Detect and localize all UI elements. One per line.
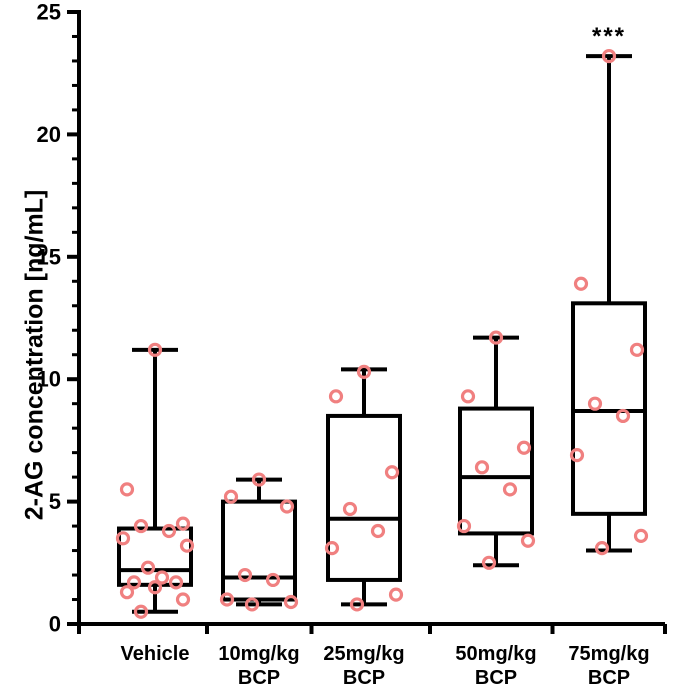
data-point [119, 585, 135, 600]
data-point [488, 330, 504, 345]
data-point [356, 364, 372, 379]
y-tick-label: 10 [37, 367, 61, 392]
data-point [133, 518, 149, 534]
data-point [244, 597, 260, 612]
y-tick-label: 5 [49, 489, 61, 514]
y-tick-label: 25 [37, 0, 61, 25]
x-category-label: BCP [588, 667, 630, 687]
data-point [115, 531, 131, 546]
x-category-label: 10mg/kg [218, 643, 299, 665]
data-point [516, 440, 532, 455]
x-category-label: 25mg/kg [323, 643, 404, 665]
box-series: *** [115, 23, 649, 619]
data-point [161, 523, 177, 539]
data-point [119, 482, 135, 497]
box-group [219, 472, 299, 612]
data-point [251, 472, 267, 487]
data-point [265, 572, 281, 588]
x-category-label: BCP [475, 667, 517, 687]
data-point [179, 538, 195, 553]
y-tick-label: 20 [37, 122, 61, 147]
y-axis-title: 2-AG concentration [ng/mL] [21, 190, 49, 521]
data-point [633, 528, 649, 543]
data-point [168, 575, 184, 590]
data-point [342, 501, 358, 517]
data-point [349, 597, 365, 612]
y-tick-label: 0 [49, 612, 61, 637]
box-group [115, 342, 195, 619]
x-category-label: 50mg/kg [455, 643, 536, 665]
x-category-label: BCP [343, 667, 385, 687]
significance-marker: *** [592, 23, 626, 50]
y-tick-label: 15 [37, 244, 61, 269]
box-group [456, 330, 536, 570]
data-point [283, 594, 299, 610]
data-point [481, 555, 497, 570]
data-point [223, 489, 239, 504]
data-point [328, 389, 344, 404]
data-point [474, 460, 490, 475]
data-point [615, 408, 631, 424]
data-point [520, 533, 536, 548]
data-point [175, 592, 191, 607]
data-point [279, 499, 295, 514]
iqr-box [458, 406, 534, 536]
data-point [147, 580, 163, 595]
data-point [502, 482, 518, 497]
data-point [237, 567, 253, 583]
data-point [388, 587, 404, 602]
data-point [460, 389, 476, 404]
data-point [569, 447, 585, 463]
data-point [370, 523, 386, 539]
iqr-box [221, 499, 297, 602]
x-category-label: Vehicle [121, 643, 190, 665]
data-point [126, 575, 142, 590]
data-point [587, 396, 603, 411]
data-point [140, 560, 156, 575]
box-group: *** [569, 23, 649, 556]
iqr-box [326, 413, 402, 582]
data-point [154, 570, 170, 585]
axes: 0 5 10 15 20 25 [37, 0, 667, 637]
data-point [594, 541, 610, 556]
x-category-label: BCP [238, 667, 280, 687]
data-point [133, 604, 149, 619]
x-axis-labels: Vehicle 10mg/kgBCP25mg/kgBCP50mg/kgBCP75m… [121, 643, 650, 687]
data-point [175, 516, 191, 531]
data-point [629, 342, 645, 357]
data-point [219, 592, 235, 607]
box-group [324, 364, 404, 612]
data-point [456, 518, 472, 534]
data-point [384, 465, 400, 480]
iqr-box [571, 301, 647, 516]
data-point [324, 541, 340, 556]
iqr-box [117, 526, 193, 587]
x-category-label: 75mg/kg [568, 643, 649, 665]
data-point [573, 276, 589, 291]
data-point [601, 48, 617, 64]
data-point [147, 342, 163, 357]
